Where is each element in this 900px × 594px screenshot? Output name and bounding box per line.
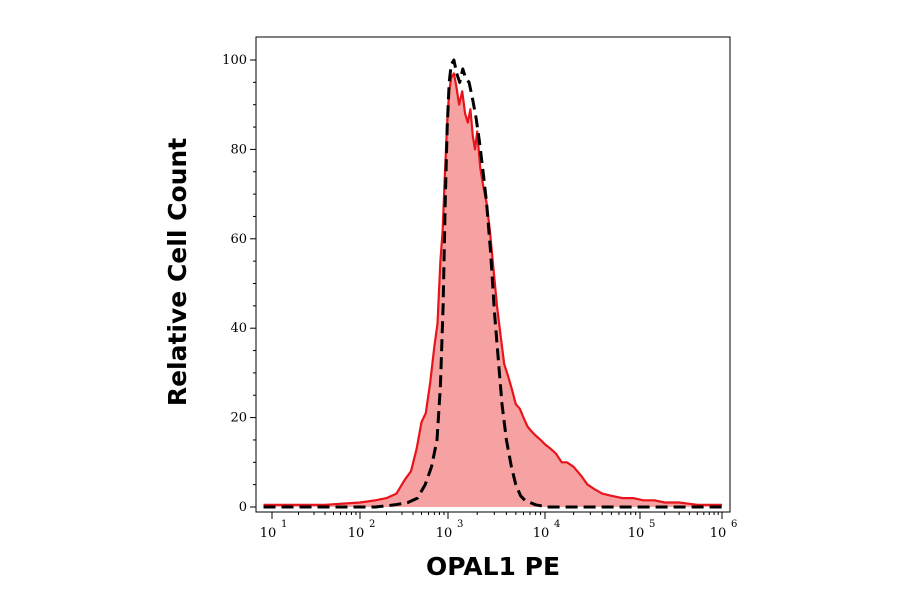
y-tick-label: 100: [222, 53, 247, 68]
y-tick-label: 40: [230, 321, 247, 336]
y-axis-title: Relative Cell Count: [163, 138, 192, 406]
x-tick-exponent: 1: [281, 519, 287, 530]
x-tick-label: 10: [533, 526, 550, 541]
x-tick-label: 10: [348, 526, 365, 541]
x-tick-label: 10: [260, 526, 277, 541]
x-tick-exponent: 5: [649, 519, 655, 530]
x-tick-exponent: 4: [554, 519, 560, 530]
x-tick-label: 10: [436, 526, 453, 541]
x-tick-exponent: 6: [731, 519, 737, 530]
y-tick-label: 20: [230, 411, 247, 426]
control-histogram-line: [263, 58, 722, 509]
y-tick-label: 60: [230, 232, 247, 247]
plot-area: [263, 58, 722, 509]
x-tick-exponent: 2: [369, 519, 375, 530]
y-tick-label: 0: [239, 500, 247, 515]
sample-histogram-fill: [263, 73, 722, 508]
x-tick-exponent: 3: [457, 519, 463, 530]
y-axis: 0 20 40 60 80 100: [222, 53, 256, 515]
x-tick-label: 10: [628, 526, 645, 541]
x-axis-title: OPAL1 PE: [426, 552, 560, 581]
x-tick-label: 10: [710, 526, 727, 541]
y-tick-label: 80: [230, 142, 247, 157]
plot-frame: [255, 36, 731, 513]
x-axis: 10 1 10 2 10 3 10 4 10 5 10 6: [260, 512, 737, 541]
